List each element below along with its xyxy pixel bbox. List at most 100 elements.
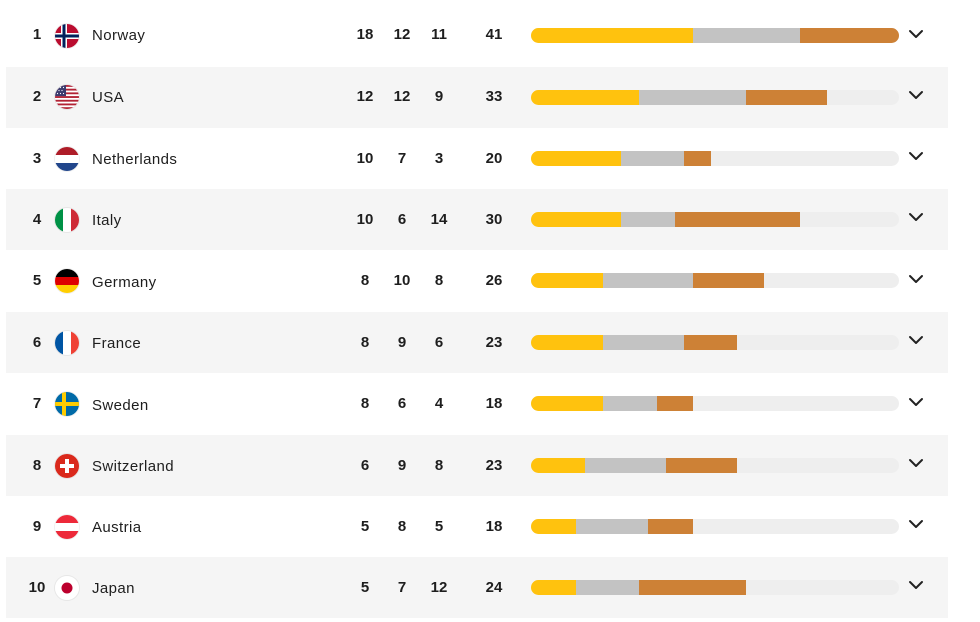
germany-flag-icon	[55, 269, 79, 293]
netherlands-flag-icon	[55, 147, 79, 171]
gold-segment	[531, 335, 603, 350]
table-row[interactable]: 4 Italy 10 6 14 30	[6, 189, 948, 250]
country-name: Germany	[92, 274, 157, 291]
silver-count: 6	[397, 395, 407, 412]
total-count: 20	[485, 150, 503, 167]
table-row[interactable]: 9 Austria 5 8 5 18	[6, 496, 948, 557]
bronze-segment	[746, 90, 828, 105]
table-row[interactable]: 7 Sweden 8 6 4 18	[6, 374, 948, 435]
medal-bar	[531, 212, 899, 227]
chevron-down-icon[interactable]	[906, 392, 926, 412]
medal-bar	[531, 458, 899, 473]
bronze-segment	[674, 212, 801, 227]
bronze-count: 11	[431, 26, 447, 43]
bronze-segment	[683, 151, 711, 166]
bronze-segment	[683, 335, 738, 350]
table-row[interactable]: 8 Switzerland 6 9 8 23	[6, 435, 948, 496]
total-count: 41	[485, 26, 503, 43]
rank-number: 7	[32, 395, 42, 412]
rank-number: 6	[32, 334, 42, 351]
chevron-down-icon[interactable]	[906, 514, 926, 534]
total-count: 18	[485, 395, 503, 412]
bronze-count: 8	[434, 457, 444, 474]
chevron-down-icon[interactable]	[906, 146, 926, 166]
italy-flag-icon	[55, 208, 79, 232]
medal-bar	[531, 335, 899, 350]
chevron-down-icon[interactable]	[906, 269, 926, 289]
bronze-count: 12	[430, 579, 448, 596]
gold-count: 6	[360, 457, 370, 474]
table-row[interactable]: 3 Netherlands 10 7 3 20	[6, 128, 948, 189]
table-row[interactable]: 5 Germany 8 10 8 26	[6, 251, 948, 312]
norway-flag-icon	[55, 24, 79, 48]
chevron-down-icon[interactable]	[906, 453, 926, 473]
gold-count: 8	[360, 334, 370, 351]
rank-number: 10	[28, 579, 46, 596]
country-name: France	[92, 335, 142, 352]
total-count: 18	[485, 518, 503, 535]
total-count: 26	[485, 272, 503, 289]
gold-segment	[531, 90, 639, 105]
table-row[interactable]: 2 USA 12 12 9 33	[6, 67, 948, 128]
bronze-count: 6	[434, 334, 444, 351]
rank-number: 8	[32, 457, 42, 474]
medal-bar	[531, 151, 899, 166]
gold-count: 5	[360, 579, 370, 596]
silver-count: 8	[397, 518, 407, 535]
country-name: Austria	[92, 519, 142, 536]
chevron-down-icon[interactable]	[906, 85, 926, 105]
country-name: Norway	[92, 27, 146, 44]
silver-segment	[638, 90, 747, 105]
sweden-flag-icon	[55, 392, 79, 416]
bronze-count: 14	[430, 211, 448, 228]
medal-bar	[531, 28, 899, 43]
chevron-down-icon[interactable]	[906, 207, 926, 227]
rank-number: 5	[32, 272, 42, 289]
silver-count: 10	[393, 272, 411, 289]
silver-segment	[602, 396, 657, 411]
medal-bar	[531, 519, 899, 534]
bronze-count: 4	[434, 395, 444, 412]
bronze-count: 8	[434, 272, 444, 289]
chevron-down-icon[interactable]	[906, 575, 926, 595]
silver-count: 12	[393, 26, 411, 43]
total-count: 33	[485, 88, 503, 105]
silver-count: 12	[393, 88, 411, 105]
gold-segment	[531, 580, 576, 595]
gold-count: 10	[356, 150, 374, 167]
gold-segment	[531, 212, 621, 227]
japan-flag-icon	[55, 576, 79, 600]
chevron-down-icon[interactable]	[906, 330, 926, 350]
country-name: Sweden	[92, 397, 149, 414]
bronze-segment	[638, 580, 747, 595]
table-row[interactable]: 6 France 8 9 6 23	[6, 312, 948, 373]
bronze-segment	[647, 519, 693, 534]
bronze-count: 5	[434, 518, 444, 535]
gold-segment	[531, 273, 603, 288]
country-name: Italy	[92, 212, 122, 229]
switzerland-flag-icon	[55, 454, 79, 478]
silver-count: 7	[397, 579, 407, 596]
gold-segment	[531, 519, 576, 534]
gold-count: 10	[356, 211, 374, 228]
table-row[interactable]: 10 Japan 5 7 12 24	[6, 557, 948, 618]
bronze-segment	[800, 28, 899, 43]
medal-bar	[531, 580, 899, 595]
silver-count: 6	[397, 211, 407, 228]
rank-number: 2	[32, 88, 42, 105]
silver-segment	[575, 519, 648, 534]
silver-count: 9	[397, 457, 407, 474]
gold-segment	[531, 458, 585, 473]
austria-flag-icon	[55, 515, 79, 539]
silver-segment	[692, 28, 801, 43]
gold-count: 18	[356, 26, 374, 43]
bronze-segment	[665, 458, 738, 473]
total-count: 24	[485, 579, 503, 596]
country-name: Japan	[92, 580, 135, 597]
table-row[interactable]: 1 Norway 18 12 11 41	[6, 5, 948, 66]
silver-count: 7	[397, 150, 407, 167]
chevron-down-icon[interactable]	[906, 24, 926, 44]
rank-number: 4	[32, 211, 42, 228]
gold-segment	[531, 28, 693, 43]
medal-bar	[531, 273, 899, 288]
